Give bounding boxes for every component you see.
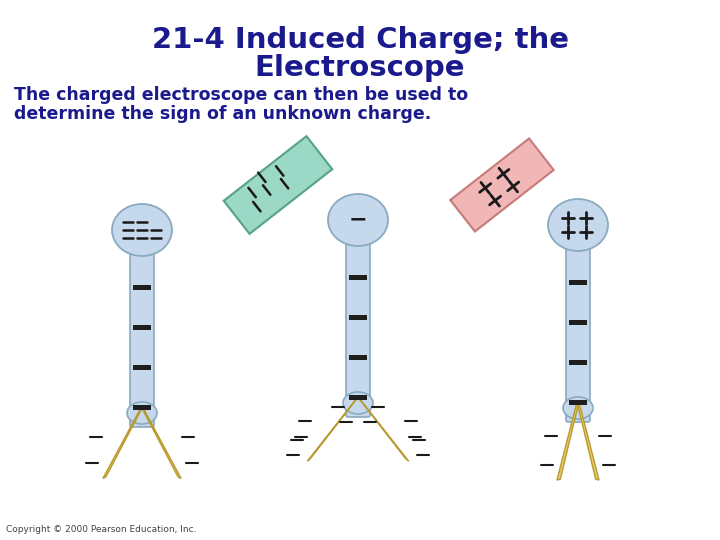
Bar bbox=[133, 405, 151, 410]
Text: Electroscope: Electroscope bbox=[255, 54, 465, 82]
Bar bbox=[133, 285, 151, 290]
Text: 21-4 Induced Charge; the: 21-4 Induced Charge; the bbox=[151, 26, 569, 54]
Bar bbox=[133, 365, 151, 370]
Bar bbox=[569, 400, 587, 405]
Ellipse shape bbox=[343, 392, 373, 414]
FancyBboxPatch shape bbox=[130, 250, 154, 427]
Text: Copyright © 2000 Pearson Education, Inc.: Copyright © 2000 Pearson Education, Inc. bbox=[6, 525, 197, 534]
Text: −: − bbox=[348, 209, 367, 229]
Ellipse shape bbox=[112, 204, 172, 256]
Text: determine the sign of an unknown charge.: determine the sign of an unknown charge. bbox=[14, 105, 431, 123]
Text: The charged electroscope can then be used to: The charged electroscope can then be use… bbox=[14, 86, 468, 104]
Bar bbox=[349, 315, 367, 320]
FancyBboxPatch shape bbox=[566, 245, 590, 422]
Polygon shape bbox=[103, 407, 143, 478]
Ellipse shape bbox=[563, 397, 593, 419]
FancyBboxPatch shape bbox=[346, 240, 370, 417]
Bar bbox=[569, 280, 587, 285]
Bar bbox=[133, 325, 151, 330]
Bar bbox=[349, 395, 367, 400]
Polygon shape bbox=[557, 402, 579, 480]
Ellipse shape bbox=[548, 199, 608, 251]
Ellipse shape bbox=[127, 402, 157, 424]
Ellipse shape bbox=[328, 194, 388, 246]
Polygon shape bbox=[224, 136, 333, 234]
Polygon shape bbox=[450, 138, 554, 232]
Bar bbox=[569, 360, 587, 365]
Polygon shape bbox=[307, 396, 359, 461]
Polygon shape bbox=[577, 402, 599, 480]
Bar bbox=[569, 320, 587, 325]
Polygon shape bbox=[141, 407, 181, 478]
Bar bbox=[349, 275, 367, 280]
Bar bbox=[349, 355, 367, 360]
Polygon shape bbox=[357, 396, 409, 461]
